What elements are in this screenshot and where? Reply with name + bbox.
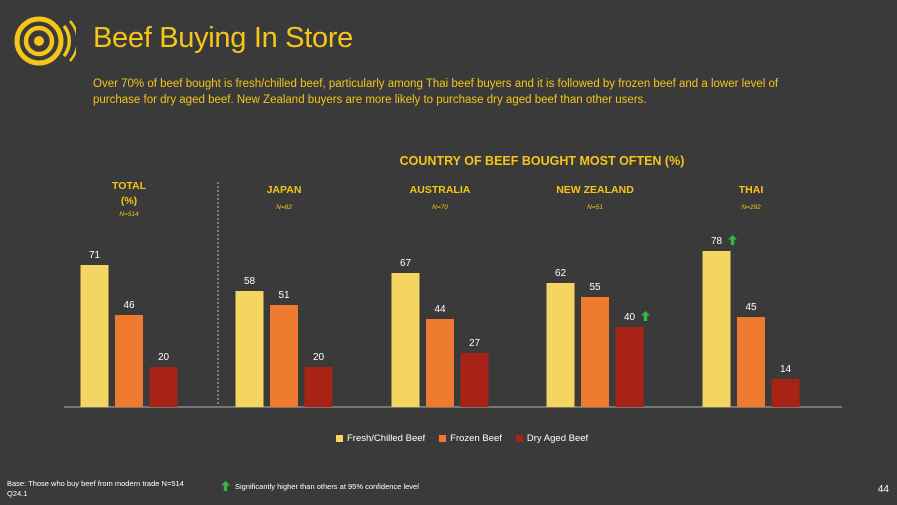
significance-up-arrow-icon	[728, 235, 737, 245]
significance-text: Significantly higher than others at 95% …	[235, 481, 419, 491]
up-arrow-icon	[221, 481, 230, 491]
footer-significance-note: Significantly higher than others at 95% …	[221, 481, 419, 491]
chart-title: COUNTRY OF BEEF BOUGHT MOST OFTEN (%)	[400, 154, 685, 168]
bar-1-3	[581, 297, 609, 407]
group-base-size: N=70	[432, 204, 448, 211]
group-label: THAI	[739, 184, 764, 196]
data-label: 62	[555, 268, 567, 279]
bar-0-1	[235, 291, 264, 407]
data-label: 78	[711, 236, 723, 247]
legend-swatch-frozen	[439, 435, 447, 442]
bar-1-1	[270, 305, 298, 407]
legend-swatch-fresh	[336, 435, 343, 442]
data-label: 55	[589, 282, 601, 293]
bar-1-2	[426, 319, 454, 407]
bar-0-0	[80, 265, 109, 407]
legend-label-dry-aged: Dry Aged Beef	[526, 433, 589, 444]
bar-2-1	[304, 367, 333, 407]
chart-legend: Fresh/Chilled Beef Frozen Beef Dry Aged …	[336, 433, 588, 444]
data-label: 71	[89, 250, 101, 261]
bar-1-4	[737, 317, 765, 407]
data-label: 58	[244, 276, 256, 287]
data-label: 27	[469, 338, 481, 349]
bar-0-3	[546, 283, 575, 407]
data-label: 20	[313, 352, 325, 363]
bar-2-4	[771, 379, 800, 407]
group-label: AUSTRALIA	[410, 184, 471, 196]
footer-base-line: Base: Those who buy beef from modern tra…	[7, 479, 184, 488]
bar-2-3	[615, 327, 644, 407]
brand-logo	[14, 16, 76, 66]
data-label: 44	[434, 304, 446, 315]
footer-question-code: Q24.1	[7, 489, 28, 498]
bar-2-2	[460, 353, 489, 407]
data-label: 14	[780, 364, 792, 375]
legend-label-fresh: Fresh/Chilled Beef	[347, 433, 426, 444]
group-label: NEW ZEALAND	[556, 184, 634, 196]
group-base-size: N=292	[741, 204, 761, 211]
group-label: (%)	[121, 195, 137, 207]
data-label: 45	[745, 302, 757, 313]
group-base-size: N=82	[276, 204, 292, 211]
legend-swatch-dry-aged	[515, 435, 523, 442]
group-label: JAPAN	[267, 184, 302, 196]
legend-item-frozen: Frozen Beef	[439, 433, 502, 444]
bar-1-0	[115, 315, 143, 407]
page-number: 44	[877, 484, 889, 495]
legend-item-dry-aged: Dry Aged Beef	[515, 433, 589, 444]
group-label: TOTAL	[112, 180, 147, 192]
footer-base-note: Base: Those who buy beef from modern tra…	[7, 479, 184, 499]
legend-item-fresh: Fresh/Chilled Beef	[336, 433, 425, 444]
page-title: Beef Buying In Store	[93, 22, 353, 54]
significance-up-arrow-icon	[641, 311, 650, 321]
data-label: 51	[278, 290, 290, 301]
data-label: 67	[400, 258, 412, 269]
data-label: 40	[624, 312, 636, 323]
bar-0-2	[391, 273, 420, 407]
page-subtitle: Over 70% of beef bought is fresh/chilled…	[93, 78, 779, 106]
group-base-size: N=514	[119, 211, 139, 218]
legend-label-frozen: Frozen Beef	[450, 433, 502, 444]
bar-0-4	[702, 251, 731, 407]
group-base-size: N=51	[587, 204, 603, 211]
bar-2-0	[149, 367, 178, 407]
data-label: 20	[158, 352, 170, 363]
data-label: 46	[123, 300, 135, 311]
